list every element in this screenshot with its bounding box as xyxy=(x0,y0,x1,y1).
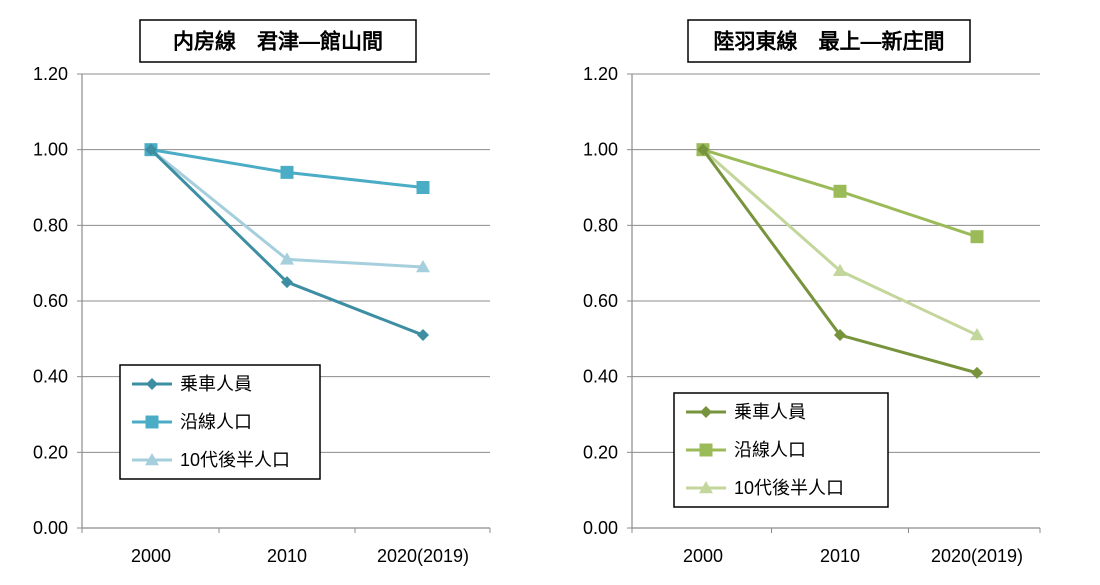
series-3-point xyxy=(833,263,847,276)
series-2-point xyxy=(416,181,430,194)
legend-label: 沿線人口 xyxy=(180,412,252,432)
y-tick-label: 0.40 xyxy=(33,367,68,387)
y-tick-label: 0.20 xyxy=(33,442,68,462)
x-tick-label: 2020(2019) xyxy=(377,546,469,566)
y-tick-label: 1.20 xyxy=(33,64,68,84)
series-1-point xyxy=(697,143,709,156)
series-1-point xyxy=(281,276,293,289)
x-tick-label: 2010 xyxy=(267,546,307,566)
y-tick-label: 0.80 xyxy=(583,215,618,235)
y-tick-label: 0.60 xyxy=(583,291,618,311)
series-3-point xyxy=(280,252,294,265)
series-3-point xyxy=(970,328,984,341)
chart-title-box xyxy=(687,19,971,63)
y-tick-label: 1.00 xyxy=(33,140,68,160)
series-2-point xyxy=(280,165,294,179)
series-1-point xyxy=(834,329,846,342)
y-tick-label: 0.60 xyxy=(33,291,68,311)
legend-swatch-marker xyxy=(700,406,712,418)
y-tick-label: 0.40 xyxy=(583,367,618,387)
chart-1: 内房線 君津―館山間 0.00 0.20 0.40 0.60 0.80 1.00 1.20 20… xyxy=(33,19,491,566)
legend-label: 10代後半人口 xyxy=(734,478,844,498)
legend-swatch-marker xyxy=(699,481,713,494)
y-tick-label: 0.00 xyxy=(583,518,618,538)
y-tick-label: 0.20 xyxy=(583,442,618,462)
legend-label: 乗車人員 xyxy=(734,402,806,422)
series-1-point xyxy=(145,143,157,156)
y-tick-label: 0.00 xyxy=(33,518,68,538)
y-tick-label: 0.80 xyxy=(33,215,68,235)
y-tick-label: 1.20 xyxy=(583,64,618,84)
series-line-3 xyxy=(702,148,978,337)
legend-swatch-marker xyxy=(145,453,159,466)
chart-2: 陸羽東線 最上―新庄間 0.00 0.20 0.40 0.60 0.80 1.00 1.20 2… xyxy=(583,19,1041,566)
series-1-point xyxy=(971,366,983,379)
chart-title-box xyxy=(139,19,417,63)
legend-swatch-marker xyxy=(146,378,158,390)
legend-swatch-marker xyxy=(699,443,713,457)
chart-title: 陸羽東線 最上―新庄間 xyxy=(714,30,945,54)
series-2-point xyxy=(970,230,984,244)
y-tick-label: 1.00 xyxy=(583,140,618,160)
legend-label: 10代後半人口 xyxy=(180,450,290,470)
x-tick-label: 2000 xyxy=(131,546,171,566)
legend-swatch-marker xyxy=(145,415,159,429)
series-2-point xyxy=(833,184,847,198)
legend-label: 乗車人員 xyxy=(180,374,252,394)
x-tick-label: 2000 xyxy=(683,546,723,566)
legend-label: 沿線人口 xyxy=(734,440,806,460)
chart-title: 内房線 君津―館山間 xyxy=(173,30,383,54)
series-3-point xyxy=(416,259,430,273)
series-1-point xyxy=(417,329,429,342)
x-tick-label: 2020(2019) xyxy=(931,546,1023,566)
x-tick-label: 2010 xyxy=(820,546,860,566)
